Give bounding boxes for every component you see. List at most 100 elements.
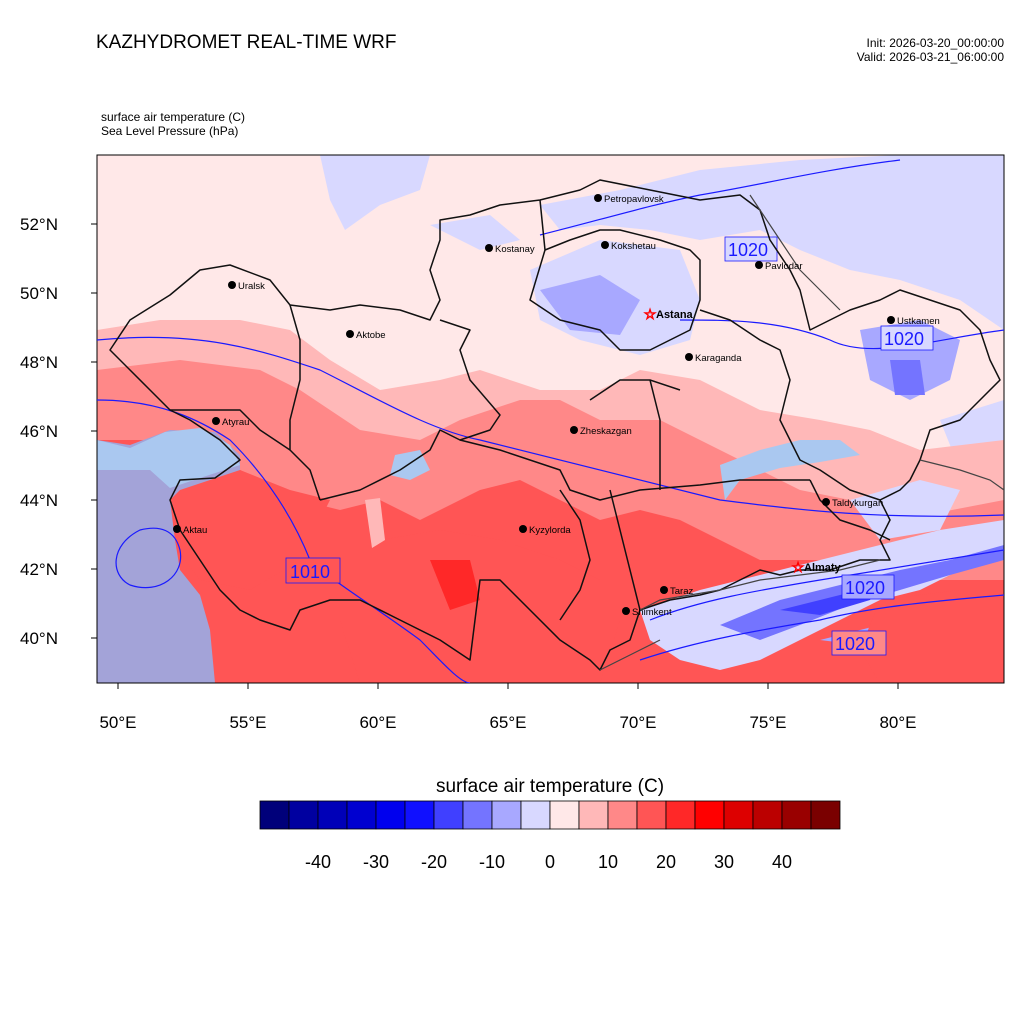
city-label: Kyzylorda — [529, 525, 571, 536]
isobar-label-box — [841, 574, 895, 600]
lat-label: 52°N — [20, 215, 58, 234]
latitude-labels: 52°N 50°N 48°N 46°N 44°N 42°N 40°N — [20, 215, 58, 648]
pressure-variable-label: Sea Level Pressure (hPa) — [101, 124, 239, 138]
colorbar-box — [404, 800, 435, 830]
city-label: Karaganda — [695, 353, 742, 364]
city-dot — [887, 316, 895, 324]
colorbar-box — [636, 800, 667, 830]
colorbar-box — [810, 800, 841, 830]
colorbar-label: -40 — [305, 852, 331, 872]
city-dot — [822, 498, 830, 506]
isobar-label-box — [285, 557, 341, 584]
city-label: Aktobe — [356, 330, 386, 341]
lon-label: 75°E — [749, 713, 786, 732]
city-label: Uralsk — [238, 281, 265, 292]
city-markers: Petropavlovsk Kostanay Kokshetau Pavlodar Ur… — [173, 194, 940, 618]
colorbar-box — [491, 800, 522, 830]
city-label: Aktau — [183, 525, 207, 536]
colorbar-box — [462, 800, 493, 830]
lat-label: 40°N — [20, 629, 58, 648]
colorbar-label: 40 — [772, 852, 792, 872]
isobar-label-box — [880, 325, 934, 351]
longitude-labels: 50°E 55°E 60°E 65°E 70°E 75°E 80°E — [99, 713, 916, 732]
isobar-labels: 1020 1020 1010 1020 1020 — [285, 236, 934, 656]
city-label: Almaty — [804, 562, 842, 574]
city-dot — [660, 586, 668, 594]
city-label: Taraz — [670, 586, 693, 597]
axis-ticks — [91, 223, 899, 689]
colorbar-box — [607, 800, 638, 830]
colorbar-label: 10 — [598, 852, 618, 872]
city-label: Kokshetau — [611, 241, 656, 252]
temperature-colorbar — [259, 800, 841, 830]
lat-label: 44°N — [20, 491, 58, 510]
city-label: Zheskazgan — [580, 426, 632, 437]
colorbar-box — [752, 800, 783, 830]
lon-label: 70°E — [619, 713, 656, 732]
city-label: Astana — [656, 309, 694, 321]
colorbar-box — [259, 800, 290, 830]
capital-star-icon: ☆ — [644, 306, 657, 322]
isobar-label: 1020 — [835, 634, 875, 654]
city-dot — [519, 525, 527, 533]
colorbar-box — [694, 800, 725, 830]
city-dot — [346, 330, 354, 338]
country-borders — [599, 194, 1004, 671]
lon-label: 65°E — [489, 713, 526, 732]
city-dot — [622, 607, 630, 615]
city-dot — [228, 281, 236, 289]
colorbar-box — [288, 800, 319, 830]
map-frame — [96, 154, 1005, 684]
variable-legend: surface air temperature (C) Sea Level Pr… — [101, 110, 245, 138]
colorbar-label: 20 — [656, 852, 676, 872]
city-dot — [685, 353, 693, 361]
isobar-label-box — [831, 630, 887, 656]
colorbar-labels: -40 -30 -20 -10 0 10 20 30 40 — [305, 852, 792, 872]
city-label: Kostanay — [495, 244, 535, 255]
colorbar-label: 0 — [545, 852, 555, 872]
colorbar-box — [375, 800, 406, 830]
city-label: Atyrau — [222, 417, 249, 428]
colorbar-title: surface air temperature (C) — [435, 776, 665, 797]
isobar-label: 1020 — [728, 240, 768, 260]
colorbar-box — [781, 800, 812, 830]
lon-label: 80°E — [879, 713, 916, 732]
city-label: Pavlodar — [765, 261, 803, 272]
temperature-variable-label: surface air temperature (C) — [101, 110, 246, 124]
isobar-label: 1020 — [845, 578, 885, 598]
colorbar-box — [346, 800, 377, 830]
isobar-label: 1020 — [884, 329, 924, 349]
city-dot — [755, 261, 763, 269]
init-time: Init: 2026-03-20_00:00:00 — [866, 36, 1004, 50]
city-dot — [594, 194, 602, 202]
map-title: KAZHYDROMET REAL-TIME WRF — [96, 32, 397, 53]
run-times: Init: 2026-03-20_00:00:00 Valid: 2026-03… — [857, 36, 1004, 64]
isobar-label-box — [724, 236, 778, 262]
isobar-label: 1010 — [290, 562, 330, 582]
city-dot — [570, 426, 578, 434]
lon-label: 60°E — [359, 713, 396, 732]
city-label: Taldykurgan — [832, 498, 883, 509]
colorbar-box — [723, 800, 754, 830]
valid-time: Valid: 2026-03-21_06:00:00 — [856, 50, 1004, 64]
colorbar-box — [578, 800, 609, 830]
colorbar-label: -20 — [421, 852, 447, 872]
colorbar-box — [317, 800, 348, 830]
city-label: Shimkent — [632, 607, 672, 618]
city-label: Petropavlovsk — [604, 194, 664, 205]
colorbar-label: 30 — [714, 852, 734, 872]
lon-label: 55°E — [229, 713, 266, 732]
city-label: Ustkamen — [897, 316, 940, 327]
lat-label: 50°N — [20, 284, 58, 303]
colorbar-label: -10 — [479, 852, 505, 872]
city-dot — [485, 244, 493, 252]
region-borders — [109, 179, 1001, 671]
colorbar-box — [433, 800, 464, 830]
colorbar-label: -30 — [363, 852, 389, 872]
lat-label: 46°N — [20, 422, 58, 441]
isobars — [97, 159, 1004, 683]
city-dot — [212, 417, 220, 425]
capital-star-icon: ☆ — [792, 559, 805, 575]
city-dot — [601, 241, 609, 249]
